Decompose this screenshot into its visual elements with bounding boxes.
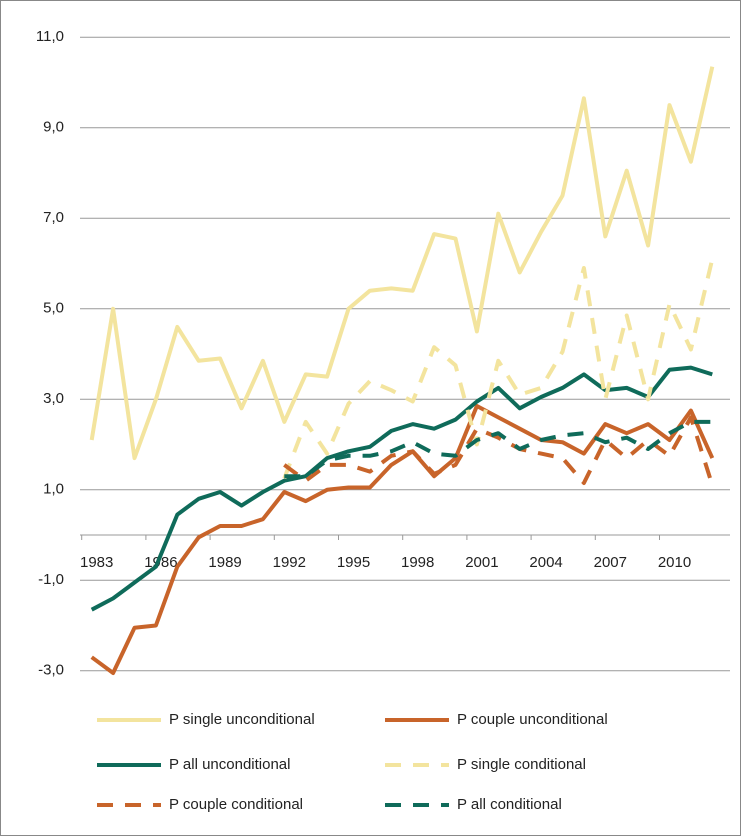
legend-label: P all unconditional	[169, 756, 290, 773]
x-tick-label: 2001	[465, 554, 498, 571]
legend-label: P all conditional	[457, 796, 562, 813]
x-tick-label: 1983	[80, 554, 113, 571]
x-tick-label: 2010	[658, 554, 691, 571]
y-tick-label: 1,0	[43, 481, 64, 498]
y-tick-label: 7,0	[43, 209, 64, 226]
legend-label: P single unconditional	[169, 711, 315, 728]
series-line	[89, 66, 715, 461]
legend-label: P couple unconditional	[457, 711, 608, 728]
x-tick-label: 2004	[529, 554, 562, 571]
y-tick-label: 3,0	[43, 390, 64, 407]
y-tick-label: -3,0	[38, 662, 64, 679]
series-line	[282, 258, 715, 480]
series-line	[283, 415, 715, 486]
x-tick-label: 1989	[208, 554, 241, 571]
x-tick-label: 1992	[273, 554, 306, 571]
x-tick-label: 1998	[401, 554, 434, 571]
y-tick-label: 5,0	[43, 300, 64, 317]
y-tick-label: 9,0	[43, 119, 64, 136]
x-tick-label: 2007	[594, 554, 627, 571]
legend-label: P couple conditional	[169, 796, 303, 813]
x-tick-label: 1995	[337, 554, 370, 571]
y-tick-label: -1,0	[38, 571, 64, 588]
series-line	[284, 419, 713, 479]
series-line	[90, 404, 715, 675]
legend-label: P single conditional	[457, 756, 586, 773]
y-tick-label: 11,0	[36, 28, 64, 45]
